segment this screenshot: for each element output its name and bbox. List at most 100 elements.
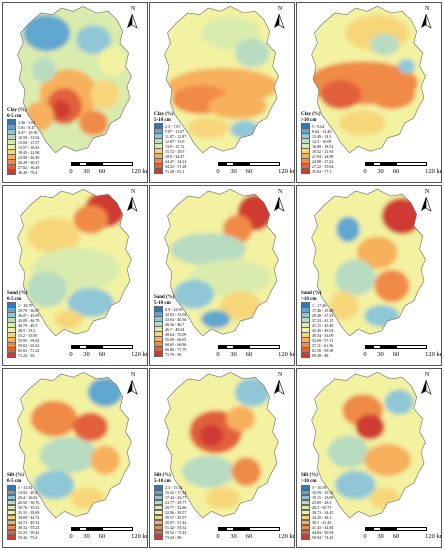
map-legend: Sand (%) 5-10 cm 8.9 - 22.93 22.93 - 33.04 3… <box>154 295 186 357</box>
scale-label: 30 <box>83 533 90 540</box>
map-zone <box>199 424 223 447</box>
legend-label: 35.84 - 77.1 <box>312 168 332 174</box>
legend-label: 29.79 - 36.07 <box>18 307 40 313</box>
scale-segment <box>102 162 133 166</box>
scale-segment <box>249 527 280 531</box>
legend-label: 2.3 - 7.87 <box>165 123 181 129</box>
map-zone <box>336 216 360 242</box>
map-zone <box>231 457 261 487</box>
legend-label: 24.47 - 34.22 <box>165 158 187 164</box>
legend-label: 55.95 - 59.02 <box>18 337 40 343</box>
map-zone <box>26 271 68 308</box>
map-zone <box>23 14 71 52</box>
region-outline <box>164 371 279 519</box>
legend-label: 19.15 - 23.69 <box>312 495 334 500</box>
legend-item: 69.38 - 88 <box>301 352 333 358</box>
scale-segment <box>380 345 396 349</box>
legend-title: Sand (%) <box>7 290 28 296</box>
legend-label: 30.73 - 34.45 <box>312 510 334 515</box>
map-zone <box>30 400 78 437</box>
legend-label: 71.79 - 90 <box>165 351 182 357</box>
legend-label: 5.61 - 8.47 <box>18 124 36 130</box>
legend-label: 17.46 - 29.48 <box>312 307 334 313</box>
map-zone <box>356 236 398 269</box>
legend-swatch <box>154 351 163 357</box>
north-arrow-icon: N <box>272 6 286 30</box>
legend-label: 13.04 - 15.57 <box>18 139 40 145</box>
map-zone <box>364 443 411 477</box>
legend-label: 21.94 - 24.98 <box>312 153 334 159</box>
region-map <box>311 188 426 337</box>
map-legend: Sand (%) 0-5 cm 1 - 29.79 29.79 - 36.07 36.0… <box>7 291 39 358</box>
map-zone <box>173 279 215 309</box>
legend-label: 23.69 - 28.3 <box>312 500 332 505</box>
scale-segment <box>218 527 226 531</box>
map-legend: Silt (%) 5-10 cm 2.3 - 15.32 15.32 - 17.44 1… <box>154 473 187 541</box>
scale-label: 30 <box>377 533 384 540</box>
north-label: N <box>278 6 283 12</box>
legend-label: 40.36 - 46.7 <box>165 321 185 327</box>
scale-segment <box>86 345 102 349</box>
region-outline <box>17 5 132 154</box>
scale-label: 60 <box>98 533 106 540</box>
region-map <box>17 5 132 154</box>
scale-label: 0 <box>69 168 73 175</box>
region-map <box>311 5 426 154</box>
north-arrow-icon: N <box>419 372 433 396</box>
map-zone <box>364 305 400 327</box>
scale-label: 120 km <box>278 168 294 175</box>
scale-segment <box>372 345 381 349</box>
legend-label: 45.97 - 51.42 <box>165 520 187 525</box>
map-zone <box>73 412 109 442</box>
scale-label: 60 <box>98 168 106 175</box>
map-zone <box>220 291 261 321</box>
scale-label: 60 <box>245 533 253 540</box>
legend-label: 22.93 - 33.04 <box>165 311 187 317</box>
scale-label: 120 km <box>131 351 147 358</box>
scale-label: 60 <box>245 168 253 175</box>
north-label: N <box>131 372 136 378</box>
legend-label: 8.47 - 10.58 <box>18 129 38 135</box>
map-panel: N Sand (%) 5-10 cm 8.9 - 22.93 22.93 - 33.04… <box>149 185 295 366</box>
legend-label: 20.4 - 26.92 <box>18 495 38 500</box>
legend-label: 18.43 - 22.98 <box>18 149 40 155</box>
map-zone <box>381 197 423 235</box>
legend-label: 36.07 - 43.09 <box>18 312 40 318</box>
legend-label: 18.52 - 21.94 <box>312 148 334 154</box>
legend-label: 2.3 - 15.32 <box>165 485 183 490</box>
scale-bar: 0 30 60 120 km <box>363 527 441 547</box>
scale-segment <box>71 345 79 349</box>
north-arrow-icon: N <box>272 372 286 396</box>
legend-title: Sand (%) <box>301 290 322 296</box>
scale-label: 30 <box>230 168 237 175</box>
map-zone <box>52 100 71 119</box>
legend-label: 49.64 - 55.09 <box>165 331 187 337</box>
scale-label: 0 <box>216 351 220 358</box>
scale-segment <box>218 162 226 166</box>
legend-label: 12.49 - 14.3 <box>312 133 332 139</box>
scale-label: 120 km <box>425 168 441 175</box>
legend-label: 49.54 - 53.09 <box>312 332 334 338</box>
scale-bar: 0 30 60 120 km <box>69 527 147 547</box>
legend-label: 16.59 - 19.15 <box>312 490 334 495</box>
scale-segment <box>71 162 79 166</box>
legend-title: Silt (%) <box>7 473 24 478</box>
legend-label: 57.11 - 61.56 <box>312 342 334 348</box>
scale-label: 30 <box>230 533 237 540</box>
scale-bar: 0 30 60 120 km <box>363 162 441 182</box>
legend-label: 32.86 - 39.57 <box>165 510 187 515</box>
legend-swatch <box>154 168 163 174</box>
map-zone <box>182 455 235 488</box>
legend-label: 1 - 17.46 <box>312 302 327 308</box>
legend-label: 53.09 - 57.11 <box>312 337 334 343</box>
map-zone <box>339 110 387 136</box>
legend-swatch <box>301 352 310 358</box>
legend-label: 41.43 - 44.84 <box>312 525 334 530</box>
legend-depth: >10 cm <box>301 117 317 123</box>
north-arrow-icon: N <box>125 372 139 396</box>
scale-segment <box>396 527 427 531</box>
legend-item: 50.94 - 74.43 <box>301 534 334 541</box>
legend-swatch <box>301 168 310 174</box>
map-zone <box>334 470 376 500</box>
legend-label: 50.94 - 74.43 <box>312 535 334 540</box>
